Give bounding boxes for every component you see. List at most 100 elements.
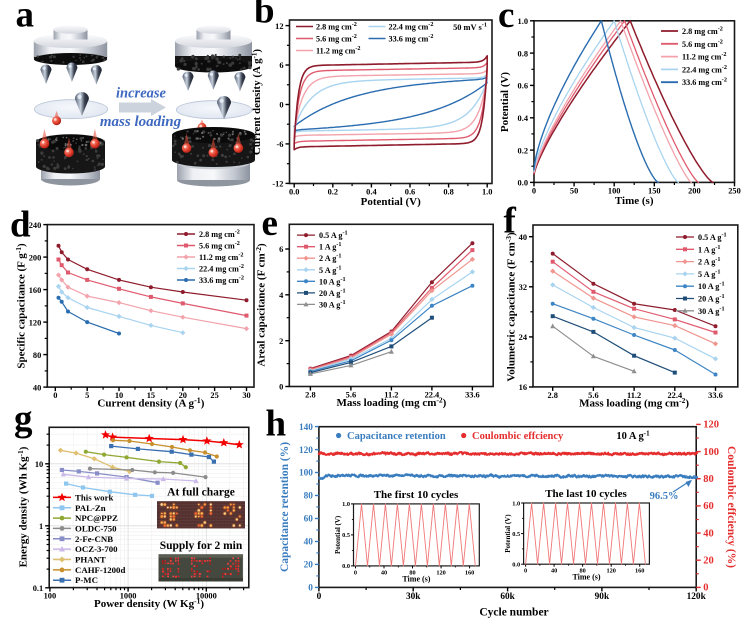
svg-text:The first 10 cycles: The first 10 cycles bbox=[374, 489, 459, 501]
svg-text:40: 40 bbox=[304, 538, 314, 548]
svg-text:0.4: 0.4 bbox=[518, 114, 529, 123]
svg-text:0: 0 bbox=[308, 584, 313, 594]
svg-text:increase: increase bbox=[116, 86, 167, 102]
svg-text:33.6: 33.6 bbox=[465, 391, 480, 400]
svg-text:40: 40 bbox=[519, 233, 527, 242]
svg-text:0: 0 bbox=[532, 186, 536, 195]
svg-text:The last 10 cycles: The last 10 cycles bbox=[545, 488, 627, 500]
svg-text:240: 240 bbox=[29, 221, 42, 230]
svg-text:40: 40 bbox=[381, 569, 387, 576]
svg-text:120: 120 bbox=[29, 318, 42, 327]
svg-text:5.6 mg cm-2: 5.6 mg cm-2 bbox=[199, 240, 240, 251]
svg-text:200: 200 bbox=[29, 253, 42, 262]
svg-text:22.4 mg cm-2: 22.4 mg cm-2 bbox=[682, 64, 727, 75]
svg-text:11.2 mg cm-2: 11.2 mg cm-2 bbox=[682, 51, 727, 62]
svg-text:2-Fe-CNB: 2-Fe-CNB bbox=[75, 534, 113, 544]
svg-text:2.8 mg cm-2: 2.8 mg cm-2 bbox=[199, 229, 240, 240]
svg-text:b: b bbox=[254, 0, 275, 32]
svg-text:0.6: 0.6 bbox=[405, 188, 415, 197]
svg-text:0: 0 bbox=[53, 391, 57, 400]
svg-text:160: 160 bbox=[465, 569, 474, 576]
svg-text:1: 1 bbox=[39, 522, 43, 531]
svg-text:4: 4 bbox=[279, 291, 284, 300]
svg-text:80: 80 bbox=[579, 568, 585, 575]
svg-text:32: 32 bbox=[519, 283, 527, 292]
svg-text:40: 40 bbox=[703, 528, 714, 539]
svg-text:33.6 mg cm-2: 33.6 mg cm-2 bbox=[389, 33, 434, 44]
svg-text:80: 80 bbox=[703, 474, 714, 485]
svg-text:2: 2 bbox=[279, 337, 283, 346]
svg-text:0.8: 0.8 bbox=[518, 49, 528, 58]
svg-text:5.6 mg cm-2: 5.6 mg cm-2 bbox=[316, 33, 357, 44]
svg-text:f: f bbox=[504, 201, 517, 242]
svg-text:6: 6 bbox=[279, 61, 283, 70]
svg-text:0.0: 0.0 bbox=[518, 179, 528, 188]
svg-text:5.6: 5.6 bbox=[346, 391, 356, 400]
svg-text:2.8 mg cm-2: 2.8 mg cm-2 bbox=[682, 26, 723, 37]
svg-text:20 A g-1: 20 A g-1 bbox=[319, 287, 346, 298]
svg-text:0.5: 0.5 bbox=[342, 532, 350, 539]
svg-text:0.1: 0.1 bbox=[33, 584, 43, 593]
svg-text:mass loading: mass loading bbox=[100, 114, 182, 130]
svg-text:0.0: 0.0 bbox=[342, 563, 350, 570]
svg-text:0.0: 0.0 bbox=[512, 562, 520, 569]
svg-text:0.2: 0.2 bbox=[518, 146, 528, 155]
svg-text:CAHF-1200d: CAHF-1200d bbox=[75, 565, 125, 575]
svg-text:Cycle number: Cycle number bbox=[479, 606, 548, 618]
svg-text:h: h bbox=[266, 404, 287, 445]
svg-text:22.4 mg cm-2: 22.4 mg cm-2 bbox=[199, 263, 244, 274]
svg-text:96.5%: 96.5% bbox=[650, 491, 679, 502]
svg-text:1 A g-1: 1 A g-1 bbox=[698, 244, 720, 255]
svg-text:Current density (A g-1): Current density (A g-1) bbox=[97, 396, 204, 410]
svg-text:30: 30 bbox=[242, 391, 250, 400]
svg-text:a: a bbox=[16, 0, 35, 36]
svg-text:Coulombic effciency (%): Coulombic effciency (%) bbox=[725, 446, 737, 568]
svg-text:33.6 mg cm-2: 33.6 mg cm-2 bbox=[199, 275, 244, 286]
svg-text:140: 140 bbox=[299, 423, 313, 433]
svg-text:Time (s): Time (s) bbox=[615, 195, 654, 207]
svg-text:Capacitance retention (%): Capacitance retention (%) bbox=[279, 442, 291, 572]
svg-text:0: 0 bbox=[703, 583, 708, 594]
svg-text:100: 100 bbox=[299, 469, 313, 479]
svg-text:0: 0 bbox=[279, 383, 283, 392]
svg-text:1 A g-1: 1 A g-1 bbox=[319, 241, 341, 252]
svg-text:160: 160 bbox=[29, 286, 42, 295]
svg-text:5 A g-1: 5 A g-1 bbox=[698, 268, 720, 279]
svg-text:33.6: 33.6 bbox=[708, 391, 723, 400]
svg-text:-12: -12 bbox=[272, 180, 283, 189]
svg-text:1.0: 1.0 bbox=[518, 17, 528, 26]
svg-text:2 A g-1: 2 A g-1 bbox=[698, 256, 720, 267]
svg-text:Mass loading (mg cm-2): Mass loading (mg cm-2) bbox=[336, 396, 446, 410]
svg-text:150: 150 bbox=[648, 186, 661, 195]
svg-text:90k: 90k bbox=[595, 592, 610, 602]
svg-text:80: 80 bbox=[409, 569, 415, 576]
svg-text:5 A g-1: 5 A g-1 bbox=[319, 264, 341, 275]
svg-text:0.8: 0.8 bbox=[443, 188, 453, 197]
svg-text:P-MC: P-MC bbox=[75, 575, 98, 585]
svg-text:2.8: 2.8 bbox=[547, 391, 557, 400]
svg-text:11.2 mg cm-2: 11.2 mg cm-2 bbox=[199, 252, 244, 263]
svg-text:10: 10 bbox=[35, 460, 43, 469]
svg-text:10 A g-1: 10 A g-1 bbox=[698, 281, 725, 292]
svg-text:0.5: 0.5 bbox=[512, 531, 520, 538]
svg-text:Coulombic effciency: Coulombic effciency bbox=[472, 431, 564, 442]
svg-text:2 A g-1: 2 A g-1 bbox=[319, 253, 341, 264]
svg-text:Supply for 2 min: Supply for 2 min bbox=[160, 540, 243, 552]
svg-text:2.8 mg cm-2: 2.8 mg cm-2 bbox=[316, 21, 357, 32]
svg-text:0: 0 bbox=[317, 592, 322, 602]
svg-text:Time (s): Time (s) bbox=[402, 574, 430, 583]
svg-text:d: d bbox=[10, 205, 31, 246]
svg-text:100: 100 bbox=[44, 592, 57, 601]
svg-text:Specific capacitance (F g-1): Specific capacitance (F g-1) bbox=[14, 243, 28, 369]
svg-text:40: 40 bbox=[33, 383, 41, 392]
svg-text:16: 16 bbox=[519, 383, 527, 392]
svg-text:0.2: 0.2 bbox=[328, 188, 338, 197]
svg-text:11.2: 11.2 bbox=[384, 391, 398, 400]
svg-text:Energy density (Wh Kg-1): Energy density (Wh Kg-1) bbox=[16, 446, 30, 567]
svg-text:5.6: 5.6 bbox=[588, 391, 598, 400]
svg-text:OLDC-750: OLDC-750 bbox=[75, 523, 117, 533]
svg-text:10 A g-1: 10 A g-1 bbox=[319, 276, 346, 287]
svg-text:0.6: 0.6 bbox=[518, 82, 528, 91]
svg-text:60: 60 bbox=[304, 515, 314, 525]
svg-text:200: 200 bbox=[688, 186, 701, 195]
